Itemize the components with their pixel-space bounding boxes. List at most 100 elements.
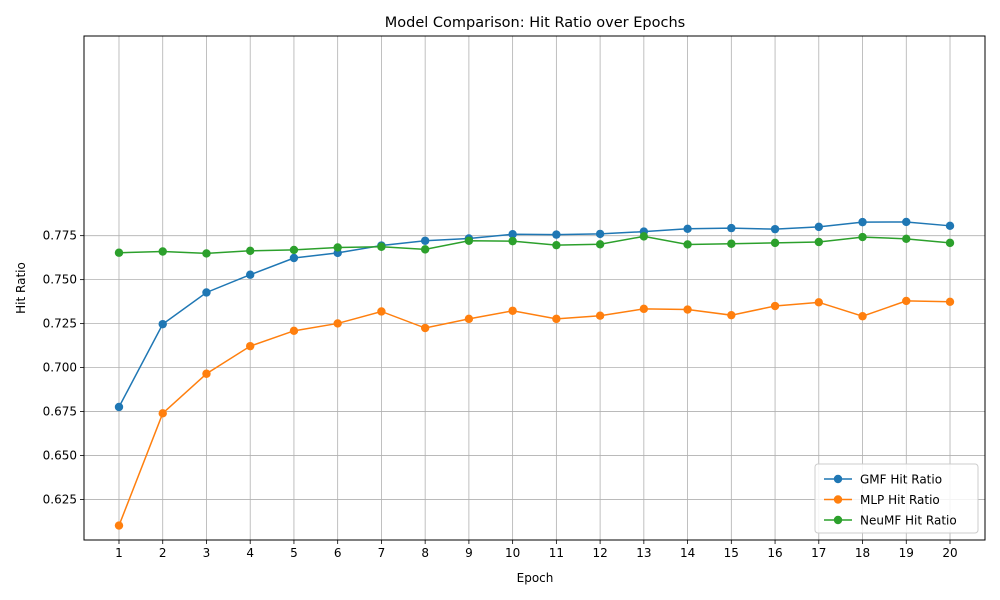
data-point (945, 297, 955, 307)
x-tick-label: 15 (724, 546, 739, 560)
data-point (158, 409, 167, 418)
data-point (246, 270, 255, 279)
data-point (333, 243, 342, 252)
data-point (508, 230, 517, 239)
data-point (464, 314, 474, 324)
data-point (158, 247, 167, 256)
x-tick-label: 10 (505, 546, 520, 560)
data-point (508, 306, 517, 315)
data-point (858, 217, 867, 227)
data-point (158, 319, 167, 329)
x-tick-label: 3 (203, 546, 211, 560)
legend-label: NeuMF Hit Ratio (860, 514, 957, 528)
data-point (333, 319, 342, 328)
y-tick-label: 0.700 (43, 361, 77, 375)
data-point (595, 229, 605, 239)
data-point (902, 234, 911, 244)
x-tick-label: 13 (636, 546, 651, 560)
chart-title: Model Comparison: Hit Ratio over Epochs (385, 15, 685, 31)
x-tick-label: 6 (334, 546, 342, 560)
x-tick-label: 2 (159, 546, 167, 560)
data-point (114, 248, 124, 257)
data-point (114, 402, 124, 412)
series-layer (114, 217, 955, 530)
data-point (464, 236, 474, 245)
x-tick-label: 1 (115, 546, 123, 560)
y-tick-label: 0.775 (43, 229, 77, 243)
data-point (595, 311, 605, 320)
data-point (727, 223, 736, 233)
series-line (118, 235, 951, 255)
data-point (727, 310, 736, 320)
data-point (814, 237, 823, 247)
data-point (814, 222, 823, 232)
data-point (683, 305, 692, 314)
series-3 (114, 232, 955, 258)
series-1 (114, 217, 955, 412)
y-tick-label: 0.750 (43, 273, 77, 287)
data-point (639, 304, 649, 314)
legend-item: GMF Hit Ratio (824, 473, 942, 487)
series-2 (114, 296, 955, 530)
data-point (770, 224, 780, 234)
x-tick-label: 17 (811, 546, 826, 560)
data-point (377, 242, 386, 251)
x-axis-ticks: 1 2 3 4 5 6 7 8 9 10 11 12 13 14 15 16 17 18 19 20 (115, 540, 958, 560)
data-point (639, 232, 649, 241)
x-tick-label: 9 (465, 546, 473, 560)
data-point (202, 249, 211, 258)
x-tick-label: 14 (680, 546, 695, 560)
x-tick-label: 8 (421, 546, 429, 560)
plot-frame (83, 35, 986, 541)
data-point (683, 224, 692, 234)
data-point (683, 240, 692, 249)
data-point (114, 521, 124, 530)
data-point (595, 240, 605, 249)
x-tick-label: 5 (290, 546, 298, 560)
x-tick-label: 12 (592, 546, 607, 560)
data-point (770, 301, 780, 311)
legend-label: GMF Hit Ratio (860, 473, 942, 487)
x-tick-label: 19 (899, 546, 914, 560)
legend-item: NeuMF Hit Ratio (824, 514, 957, 528)
data-point (508, 236, 517, 246)
data-point (814, 298, 823, 307)
x-tick-label: 18 (855, 546, 870, 560)
data-point (289, 245, 299, 255)
data-point (902, 296, 911, 306)
data-point (202, 288, 211, 297)
series-line (118, 300, 951, 526)
data-point (246, 341, 255, 351)
data-point (858, 232, 867, 242)
grid-lines (84, 36, 985, 540)
data-point (945, 221, 955, 231)
y-axis-label: Hit Ratio (14, 262, 28, 314)
data-point (289, 253, 299, 263)
x-tick-label: 4 (246, 546, 254, 560)
data-point (945, 238, 955, 248)
data-point (420, 245, 430, 254)
x-tick-label: 7 (378, 546, 386, 560)
legend-label: MLP Hit Ratio (860, 493, 940, 507)
y-tick-label: 0.675 (43, 405, 77, 419)
x-axis-label: Epoch (517, 571, 554, 585)
data-point (902, 217, 911, 227)
y-tick-label: 0.650 (43, 449, 77, 463)
legend-marker (833, 495, 843, 504)
data-point (552, 240, 561, 250)
data-point (770, 238, 780, 248)
data-point (377, 307, 386, 316)
y-tick-label: 0.725 (43, 317, 77, 331)
data-point (420, 236, 430, 245)
data-point (727, 239, 736, 248)
series-line (118, 221, 951, 408)
data-point (552, 230, 561, 239)
y-axis-ticks: 0.625 0.650 0.675 0.700 0.725 0.750 0.775 (43, 229, 84, 507)
legend-marker (833, 474, 843, 484)
legend: GMF Hit Ratio MLP Hit Ratio NeuMF Hit Rati… (814, 463, 979, 534)
legend-marker (833, 515, 843, 525)
data-point (420, 323, 430, 333)
x-tick-label: 16 (767, 546, 782, 560)
x-tick-label: 20 (942, 546, 957, 560)
